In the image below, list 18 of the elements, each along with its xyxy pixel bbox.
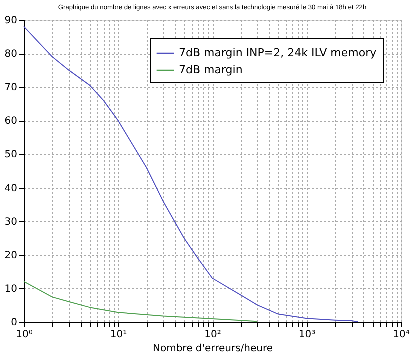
x-tick-label: 10⁰: [16, 330, 33, 340]
y-tick-label: 60: [4, 116, 18, 128]
y-tick-label: 10: [4, 284, 18, 295]
x-tick-label: 10⁴: [393, 330, 410, 340]
x-tick-label: 10²: [204, 330, 222, 340]
y-tick-label: 70: [4, 82, 18, 94]
y-tick-label: 0: [11, 318, 18, 328]
x-tick-label: 10¹: [110, 330, 128, 340]
y-tick-label: 40: [4, 183, 18, 194]
legend-label: 7dB margin INP=2, 24k ILV memory: [179, 46, 378, 60]
x-tick-label: 10³: [298, 330, 316, 340]
y-tick-label: 80: [4, 49, 18, 60]
y-tick-label: 90: [4, 16, 18, 26]
y-tick-label: 20: [4, 250, 18, 262]
x-axis-title: Nombre d'erreurs/heure: [152, 344, 274, 354]
y-tick-label: 30: [4, 216, 18, 228]
y-tick-label: 50: [4, 150, 18, 161]
legend-label: 7dB margin: [179, 64, 243, 76]
